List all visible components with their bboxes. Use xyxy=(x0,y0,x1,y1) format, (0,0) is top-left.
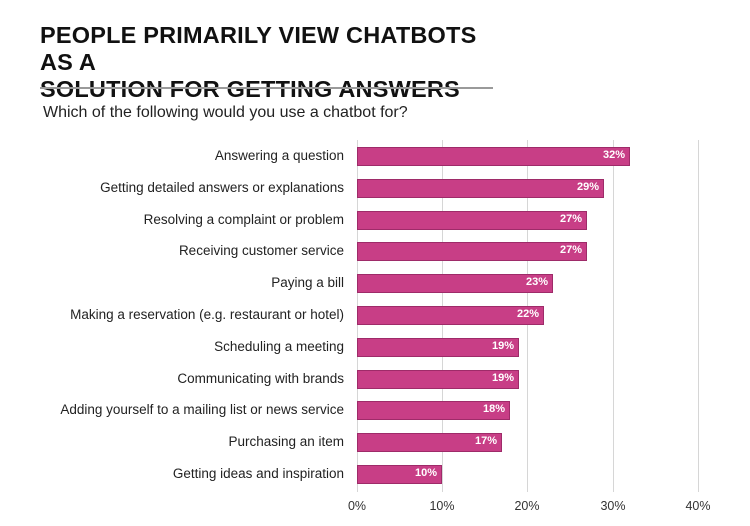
bar-value-label: 23% xyxy=(525,276,548,288)
title-line-1: PEOPLE PRIMARILY VIEW CHATBOTS AS A xyxy=(40,22,477,75)
category-label: Resolving a complaint or problem xyxy=(143,212,344,227)
bar-value-label: 19% xyxy=(491,372,514,384)
x-tick-label: 10% xyxy=(429,499,455,513)
category-label: Making a reservation (e.g. restaurant or… xyxy=(70,307,344,322)
title-line-2: SOLUTION FOR GETTING ANSWERS xyxy=(40,76,460,102)
category-label: Scheduling a meeting xyxy=(214,339,344,354)
x-tick-label: 0% xyxy=(347,499,367,513)
bar-value-label: 29% xyxy=(576,181,599,193)
category-label: Adding yourself to a mailing list or new… xyxy=(60,402,344,417)
category-label: Getting ideas and inspiration xyxy=(172,466,344,481)
bar: 19% xyxy=(357,338,519,357)
gridline xyxy=(698,140,699,492)
bar: 27% xyxy=(357,242,587,261)
bar: 23% xyxy=(357,274,553,293)
bar: 19% xyxy=(357,370,519,389)
category-label: Receiving customer service xyxy=(178,243,344,258)
x-tick-label: 40% xyxy=(685,499,711,513)
gridline xyxy=(613,140,614,492)
category-label: Paying a bill xyxy=(271,275,344,290)
category-label: Communicating with brands xyxy=(177,371,344,386)
chart-subtitle: Which of the following would you use a c… xyxy=(43,104,408,121)
bar-value-label: 22% xyxy=(516,308,539,320)
bar: 32% xyxy=(357,147,630,166)
x-tick-label: 30% xyxy=(600,499,626,513)
bar-value-label: 27% xyxy=(559,244,582,256)
bar: 17% xyxy=(357,433,502,452)
bar-value-label: 10% xyxy=(414,467,437,479)
bar: 18% xyxy=(357,401,510,420)
bar: 27% xyxy=(357,211,587,230)
x-tick-label: 20% xyxy=(514,499,540,513)
bar-value-label: 18% xyxy=(482,403,505,415)
bar-value-label: 17% xyxy=(474,435,497,447)
title-text: PEOPLE PRIMARILY VIEW CHATBOTS AS A SOLU… xyxy=(40,22,500,103)
category-label: Getting detailed answers or explanations xyxy=(100,180,344,195)
title-divider xyxy=(40,87,493,89)
bar: 10% xyxy=(357,465,442,484)
bar: 29% xyxy=(357,179,604,198)
bar-value-label: 27% xyxy=(559,213,582,225)
category-label: Answering a question xyxy=(214,148,344,163)
bar-value-label: 32% xyxy=(602,149,625,161)
bar-value-label: 19% xyxy=(491,340,514,352)
category-label: Purchasing an item xyxy=(228,434,344,449)
bar: 22% xyxy=(357,306,544,325)
